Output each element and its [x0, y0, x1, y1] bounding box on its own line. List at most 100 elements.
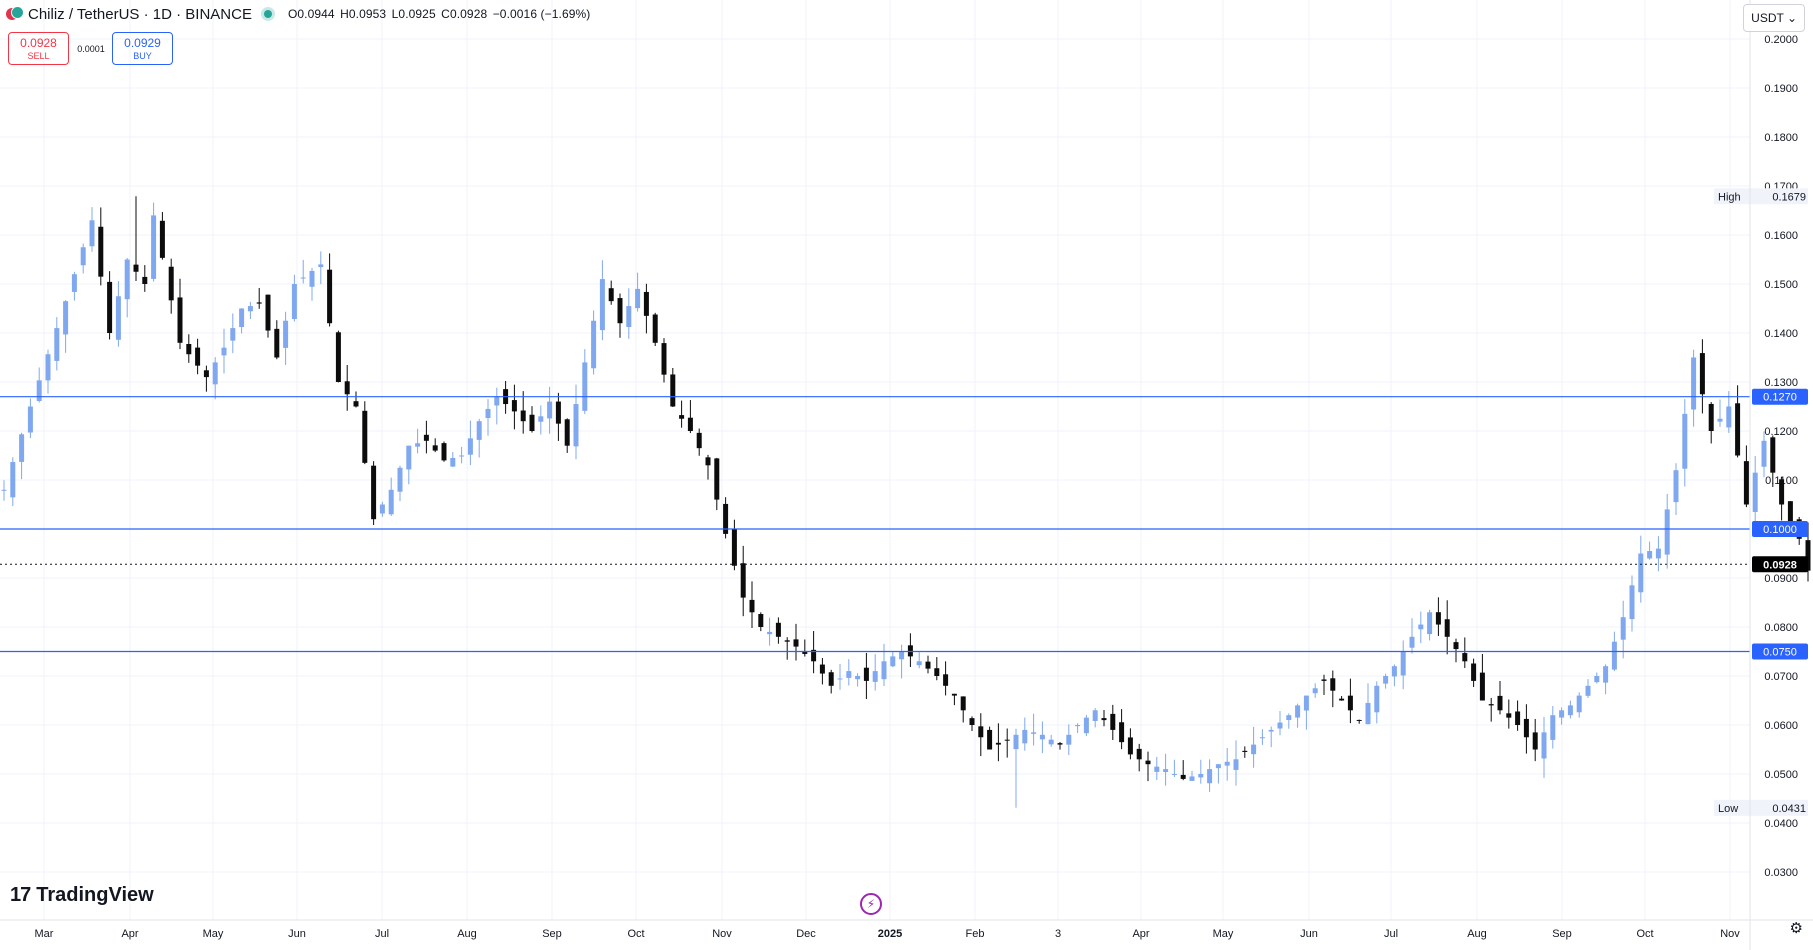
ohlc-low: L0.0925: [391, 7, 436, 21]
candle-body: [19, 434, 25, 462]
candle-body: [582, 362, 588, 411]
candle-body: [485, 408, 491, 419]
lightning-icon[interactable]: ⚡: [860, 893, 882, 915]
x-axis-label: Aug: [457, 928, 477, 940]
x-axis-label: Oct: [1636, 928, 1653, 940]
candle-body: [80, 247, 86, 266]
candle-body: [1647, 551, 1653, 559]
candle-body: [1664, 509, 1670, 555]
candle-body: [705, 457, 711, 466]
candle-body: [881, 661, 887, 680]
candle-body: [1259, 737, 1265, 739]
x-axis-label: Apr: [121, 928, 138, 940]
candle-body: [239, 308, 245, 328]
candle-body: [1550, 715, 1556, 740]
candle-body: [1083, 717, 1089, 734]
candle-body: [388, 489, 394, 515]
candle-body: [1506, 713, 1512, 718]
candle-body: [1136, 748, 1142, 760]
candle-body: [855, 676, 861, 680]
candle-body: [1497, 695, 1503, 711]
candle-body: [872, 671, 878, 682]
candle-body: [802, 650, 808, 654]
candle-body: [1295, 705, 1301, 718]
candle-body: [1092, 710, 1098, 721]
level-tag: [1752, 521, 1808, 537]
candle-body: [846, 671, 852, 678]
candle-body: [1435, 612, 1441, 625]
currency-select[interactable]: USDT ⌄: [1743, 4, 1805, 32]
candle-body: [934, 668, 940, 676]
candle-body: [1779, 479, 1785, 505]
candle-body: [520, 410, 526, 422]
candle-body: [1752, 472, 1758, 512]
x-axis-label: 2025: [878, 928, 902, 940]
ohlc-high: H0.0953: [340, 7, 387, 21]
candle-body: [1356, 719, 1362, 721]
candle-body: [274, 328, 280, 358]
x-axis-label: May: [203, 928, 224, 940]
candle-body: [344, 381, 350, 395]
candle-body: [45, 354, 51, 381]
candle-body: [1, 489, 7, 491]
candle-body: [300, 277, 306, 279]
tradingview-logo-text: TradingView: [36, 884, 154, 906]
candle-body: [177, 297, 183, 343]
candle-body: [1682, 413, 1688, 469]
level-label: 0.1000: [1763, 524, 1797, 536]
candle-body: [1303, 695, 1309, 711]
candle-body: [415, 443, 421, 447]
candle-body: [591, 320, 597, 369]
candle-body: [203, 370, 209, 378]
y-axis-label: 0.1900: [1764, 83, 1798, 95]
candle-body: [661, 343, 667, 375]
candle-body: [635, 288, 641, 309]
candle-body: [142, 276, 148, 284]
candle-body: [1347, 695, 1353, 711]
x-axis-label: Feb: [966, 928, 985, 940]
candle-body: [1638, 553, 1644, 593]
low-value: 0.0431: [1772, 803, 1806, 815]
sell-button[interactable]: 0.0928 SELL: [8, 32, 69, 65]
candle-body: [27, 406, 33, 433]
candle-body: [793, 639, 799, 647]
candle-body: [1629, 585, 1635, 620]
candle-body: [1805, 540, 1811, 571]
candle-body: [995, 742, 1001, 745]
x-axis-label: Sep: [1552, 928, 1572, 940]
candle-body: [1321, 679, 1327, 681]
candle-body: [775, 622, 781, 637]
level-tag: [1752, 388, 1808, 405]
candle-body: [1559, 710, 1565, 718]
candle-body: [1057, 743, 1063, 745]
candle-body: [1611, 641, 1617, 670]
candle-body: [1163, 769, 1169, 773]
candle-body: [54, 328, 60, 361]
candle-body: [1233, 759, 1239, 770]
candle-body: [1145, 760, 1151, 765]
candle-body: [1735, 403, 1741, 456]
candle-body: [71, 274, 77, 292]
candle-body: [1479, 672, 1485, 701]
candle-body: [599, 279, 605, 331]
y-axis-label: 0.1300: [1764, 377, 1798, 389]
buy-button[interactable]: 0.0929 BUY: [112, 32, 173, 65]
symbol-title[interactable]: Chiliz / TetherUS · 1D · BINANCE: [28, 5, 252, 23]
candle-body: [978, 726, 984, 738]
candle-body: [652, 314, 658, 343]
candle-body: [819, 664, 825, 674]
candle-body: [247, 306, 253, 312]
y-axis-label: 0.0500: [1764, 769, 1798, 781]
y-axis-label: 0.0700: [1764, 671, 1798, 683]
candle-body: [1154, 766, 1160, 772]
tradingview-logo[interactable]: 17 TradingView: [10, 884, 154, 907]
candle-body: [547, 401, 553, 419]
candle-body: [423, 434, 429, 441]
y-axis-label: 0.1500: [1764, 279, 1798, 291]
candle-body: [1409, 636, 1415, 648]
candle-body: [353, 401, 359, 407]
candle-body: [723, 503, 729, 534]
gear-icon[interactable]: ⚙: [1789, 920, 1803, 937]
y-axis-label: 0.0400: [1764, 818, 1798, 830]
